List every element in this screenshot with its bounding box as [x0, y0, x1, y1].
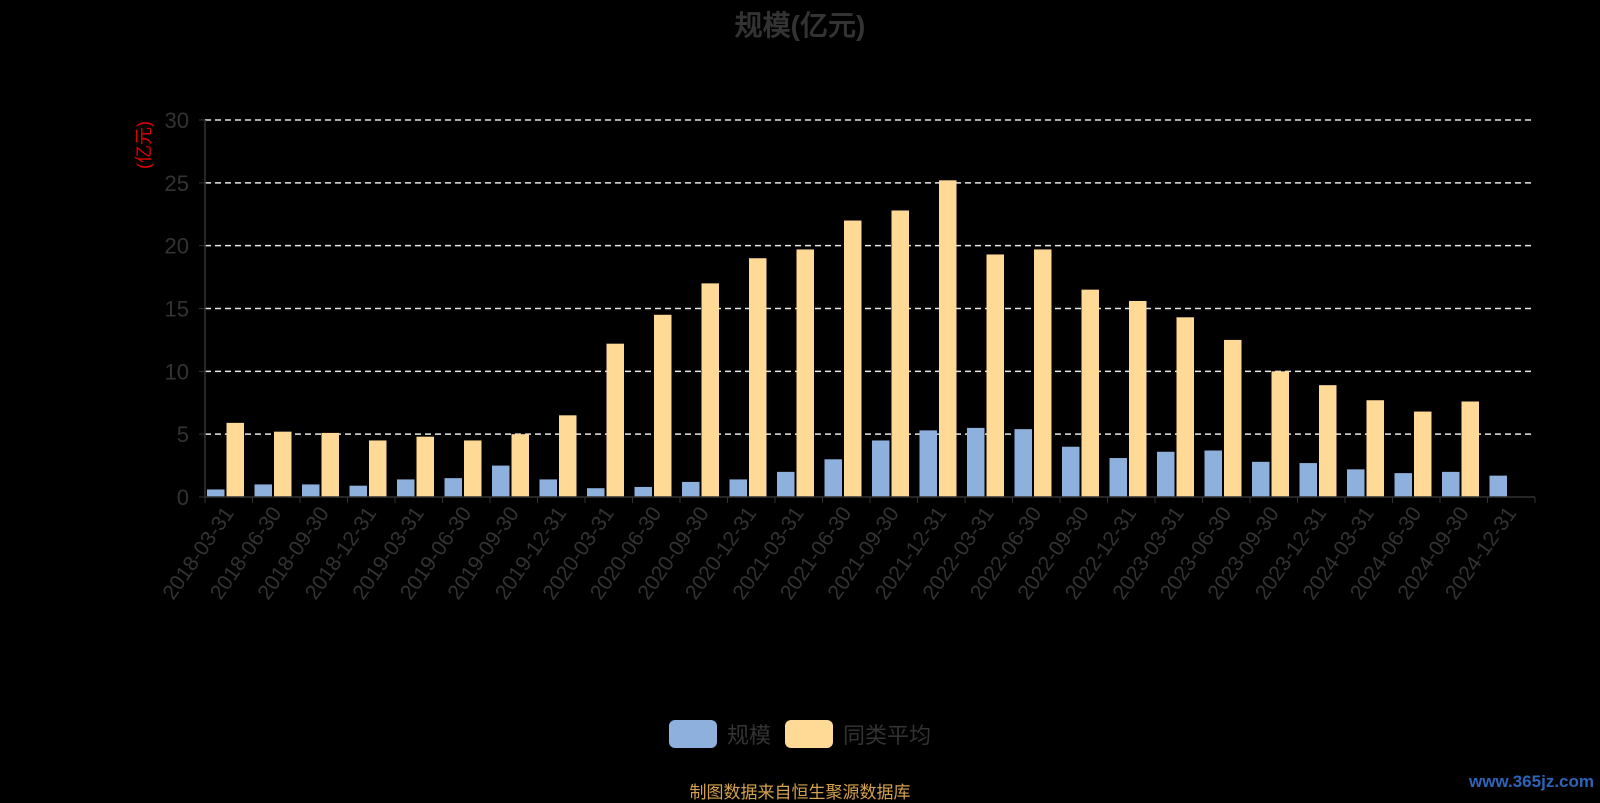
y-tick-label: 25: [165, 171, 189, 196]
bar-peer-average: [511, 434, 529, 497]
bar-scale: [1347, 469, 1365, 497]
bar-scale: [444, 478, 462, 497]
bar-peer-average: [1081, 289, 1099, 497]
bar-peer-average: [749, 258, 767, 497]
bar-peer-average: [796, 249, 814, 497]
chart-title: 规模(亿元): [734, 10, 866, 41]
bar-peer-average: [1034, 249, 1052, 497]
legend-swatch-scale: [668, 720, 717, 748]
bar-scale: [1252, 461, 1270, 497]
source-note: 制图数据来自恒生聚源数据库: [689, 783, 911, 802]
bar-scale: [254, 484, 272, 497]
watermark: www.365jz.com: [1468, 772, 1594, 791]
legend-label-peer-average: 同类平均: [843, 723, 932, 748]
bar-scale: [397, 479, 415, 497]
bar-peer-average: [701, 283, 719, 497]
bar-scale: [1442, 471, 1460, 497]
bar-peer-average: [654, 314, 672, 497]
bar-scale: [824, 459, 842, 497]
y-tick-label: 15: [165, 297, 189, 322]
legend-label-scale: 规模: [726, 723, 771, 748]
bar-scale: [1299, 463, 1317, 497]
legend: 规模 同类平均: [0, 718, 1600, 750]
bar-peer-average: [559, 415, 577, 497]
bar-peer-average: [1461, 401, 1479, 497]
bar-peer-average: [986, 254, 1004, 497]
bar-scale: [207, 489, 225, 497]
bar-peer-average: [1129, 300, 1147, 497]
bar-scale: [777, 471, 795, 497]
legend-item-peer-average[interactable]: 同类平均: [785, 718, 931, 750]
bar-scale: [634, 486, 652, 497]
bar-peer-average: [274, 431, 292, 497]
y-tick-label: 10: [165, 359, 189, 384]
bar-scale: [872, 440, 890, 497]
y-axis-label: (亿元): [134, 121, 154, 169]
bar-peer-average: [1176, 317, 1194, 497]
y-tick-label: 30: [165, 108, 189, 133]
bar-peer-average: [1366, 400, 1384, 497]
legend-item-scale[interactable]: 规模: [668, 718, 771, 750]
bar-scale: [349, 485, 367, 497]
bar-peer-average: [1271, 371, 1289, 497]
bars: [207, 180, 1507, 498]
y-tick-label: 20: [165, 234, 189, 259]
bar-peer-average: [226, 422, 244, 497]
bar-scale: [1062, 446, 1080, 497]
bar-scale: [967, 427, 985, 497]
bar-scale: [302, 484, 320, 497]
bar-peer-average: [369, 440, 387, 497]
bar-peer-average: [416, 436, 434, 497]
bar-peer-average: [1319, 385, 1337, 497]
bar-peer-average: [891, 210, 909, 498]
bar-scale: [1489, 475, 1507, 497]
bar-peer-average: [1414, 411, 1432, 497]
bar-peer-average: [939, 180, 957, 497]
bar-scale: [729, 479, 747, 497]
y-tick-label: 5: [177, 422, 189, 447]
bar-peer-average: [1224, 339, 1242, 497]
bar-scale: [539, 479, 557, 497]
bar-scale: [682, 481, 700, 497]
bar-scale: [1157, 451, 1175, 497]
bar-peer-average: [844, 220, 862, 498]
bar-scale: [1394, 473, 1412, 497]
legend-swatch-peer-average: [785, 720, 833, 748]
bar-scale: [492, 465, 510, 497]
bar-scale: [587, 488, 605, 497]
bar-scale: [1014, 429, 1032, 497]
grid-lines: [205, 119, 1535, 435]
bar-scale: [1204, 450, 1222, 497]
y-tick-label: 0: [177, 485, 189, 510]
bar-scale: [919, 430, 937, 497]
bar-scale: [1109, 458, 1127, 497]
bar-peer-average: [464, 440, 482, 497]
bar-peer-average: [321, 432, 339, 497]
bar-peer-average: [606, 343, 624, 497]
